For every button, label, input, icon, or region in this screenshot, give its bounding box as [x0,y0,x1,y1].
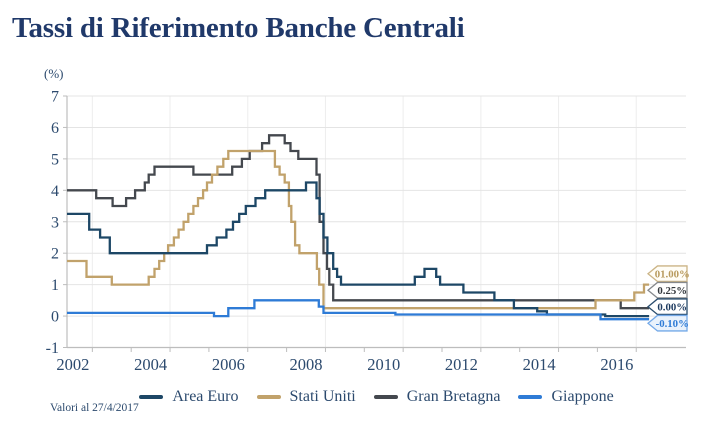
end-label-tag-gran-bretagna: 0.25% [646,281,688,299]
end-label-value: 0.00% [657,302,687,314]
legend-line-swatch-gran-bretagna [373,395,398,399]
legend-label-stati-uniti: Stati Uniti [289,388,356,405]
legend-item-giappone: Giappone [518,388,614,406]
end-label-tag-giappone: -0.10% [646,314,689,332]
y-axis-unit-label: (%) [44,66,64,81]
series-line-giappone [67,299,650,321]
legend-line-swatch-area-euro [139,395,164,399]
legend-label-area-euro: Area Euro [172,388,239,405]
series-line-gran-bretagna [67,134,650,310]
y-tick-label: 3 [51,214,59,231]
page-title: Tassi di Riferimento Banche Centrali [12,12,465,44]
valuation-date-note: Valori al 27/4/2017 [50,402,139,414]
y-tick-label: 7 [51,89,59,106]
y-tick-label: 4 [51,183,59,200]
legend-label-giappone: Giappone [551,388,614,405]
end-label-value: -0.10% [656,318,689,330]
x-tick-label: 2008 [290,355,323,374]
end-label-tag-stati-uniti: 01.00% [646,265,690,283]
legend-item-stati-uniti: Stati Uniti [256,388,356,406]
y-tick-label: 5 [51,151,59,168]
series-line-area-euro [67,181,650,318]
series-line-stati-uniti [67,149,650,310]
y-tick-label: -1 [46,340,59,357]
x-tick-label: 2010 [367,355,400,374]
legend: Area Euro Stati Uniti Gran Bretagna Giap… [67,388,686,406]
y-tick-label: 6 [51,120,59,137]
y-tick-label: 1 [51,277,59,294]
legend-label-gran-bretagna: Gran Bretagna [406,388,501,405]
x-tick-label: 2016 [600,355,633,374]
legend-item-gran-bretagna: Gran Bretagna [373,388,501,406]
series-group [67,134,650,321]
legend-item-area-euro: Area Euro [139,388,239,406]
x-tick-label: 2006 [212,355,245,374]
x-tick-label: 2012 [445,355,478,374]
x-tick-label: 2002 [56,355,89,374]
x-tick-label: 2014 [523,355,556,374]
end-label-value: 0.25% [657,285,687,297]
y-tick-label: 2 [51,246,59,263]
end-label-tag-area-euro: 0.00% [646,298,688,316]
legend-line-swatch-giappone [518,395,543,399]
x-tick-label: 2004 [134,355,167,374]
end-label-value: 01.00% [655,269,690,281]
legend-line-swatch-stati-uniti [256,395,281,399]
y-tick-label: 0 [51,309,59,326]
